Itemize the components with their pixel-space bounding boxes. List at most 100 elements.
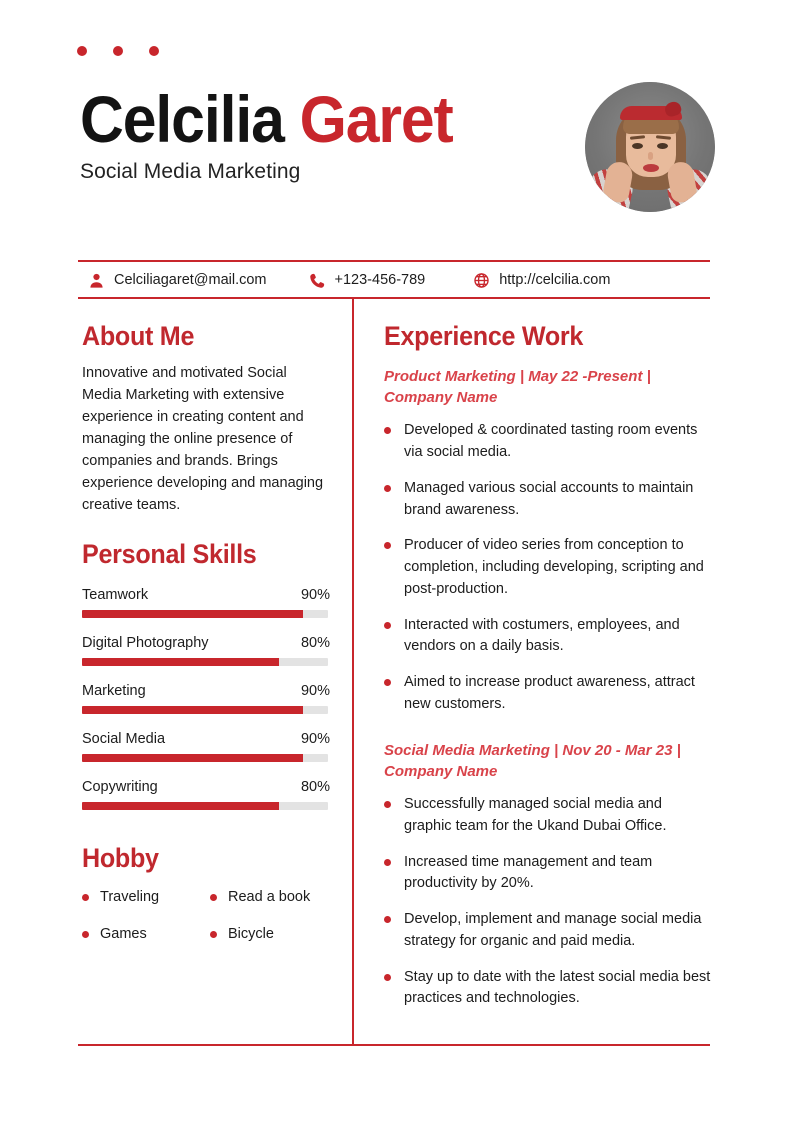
divider-footer (78, 1044, 710, 1046)
skill-percent: 80% (300, 634, 330, 651)
hobby-label: Read a book (228, 889, 311, 906)
contact-phone-text: +123-456-789 (334, 272, 426, 288)
skill-progress-fill (82, 609, 304, 618)
skill-percent: 90% (300, 586, 330, 603)
bullet-icon (210, 930, 217, 938)
photo-lips (643, 164, 659, 172)
experience-bullet-text: Increased time management and team produ… (404, 853, 653, 892)
photo-eye-left (632, 143, 643, 149)
dot-icon (77, 46, 87, 56)
bullet-icon (384, 973, 391, 981)
skill-item: Digital Photography 80% (82, 635, 330, 666)
divider-top (78, 260, 710, 262)
skill-item: Copywriting 80% (82, 779, 330, 810)
person-icon (90, 273, 103, 288)
left-column: About Me Innovative and motivated Social… (82, 321, 330, 942)
divider-vertical (352, 299, 354, 1045)
bullet-icon (384, 801, 391, 809)
about-section-title: About Me (82, 321, 195, 351)
decorative-dots (77, 46, 159, 56)
last-name: Garet (299, 82, 454, 156)
experience-bullet-text: Managed various social accounts to maint… (404, 479, 694, 518)
contact-bar: Celciliagaret@mail.com +123-456-789 http… (78, 263, 710, 297)
about-text: Innovative and motivated Social Media Ma… (82, 364, 324, 513)
experience-bullet-text: Aimed to increase product awareness, att… (404, 674, 695, 712)
experience-bullet: Increased time management and team produ… (384, 852, 712, 896)
job-title: Social Media Marketing (80, 159, 301, 183)
hobby-section-title: Hobby (82, 842, 159, 873)
contact-website[interactable]: http://celcilia.com (473, 272, 610, 289)
bullet-icon (210, 893, 217, 901)
experience-bullet: Managed various social accounts to maint… (384, 478, 712, 522)
full-name: Celcilia Garet (80, 86, 512, 152)
hobby-label: Bicycle (228, 926, 274, 943)
skill-label: Digital Photography (82, 634, 209, 651)
skill-label: Teamwork (82, 586, 149, 603)
skill-label: Social Media (82, 730, 166, 747)
hobby-label: Traveling (100, 889, 160, 906)
name-block: Celcilia Garet Social Media Marketing (80, 86, 550, 184)
skill-progress-fill (82, 657, 279, 666)
skill-progress-track (82, 705, 328, 714)
divider-bottom (78, 297, 710, 299)
experience-bullet: Developed & coordinated tasting room eve… (384, 420, 712, 464)
experience-entry: Social Media Marketing | Nov 20 - Mar 23… (384, 740, 712, 1011)
contact-phone[interactable]: +123-456-789 (309, 272, 426, 289)
skill-label: Copywriting (82, 778, 158, 795)
dot-icon (149, 46, 159, 56)
experience-bullet-text: Producer of video series from conception… (404, 537, 704, 597)
experience-bullet: Interacted with costumers, employees, an… (384, 615, 712, 659)
skills-section-title: Personal Skills (82, 538, 257, 569)
first-name: Celcilia (80, 82, 285, 156)
dot-icon (113, 46, 123, 56)
hobby-section: Hobby Traveling Read a book Games Bicycl… (82, 842, 330, 942)
hobby-item: Traveling (82, 889, 210, 905)
contact-email-text: Celciliagaret@mail.com (114, 272, 267, 288)
hobby-list: Traveling Read a book Games Bicycle (82, 889, 330, 942)
contact-email[interactable]: Celciliagaret@mail.com (88, 272, 267, 289)
skill-label: Marketing (82, 682, 146, 699)
bullet-icon (82, 930, 89, 938)
experience-bullet-text: Successfully managed social media and gr… (404, 796, 667, 834)
skill-item: Teamwork 90% (82, 587, 330, 618)
portrait-photo (585, 82, 715, 212)
skills-section: Personal Skills Teamwork 90% Digital Pho… (82, 538, 330, 810)
experience-bullet-text: Develop, implement and manage social med… (404, 911, 702, 949)
bullet-icon (384, 427, 391, 435)
hobby-item: Bicycle (210, 926, 330, 942)
experience-entry: Product Marketing | May 22 -Present | Co… (384, 366, 712, 716)
hobby-item: Read a book (210, 889, 330, 905)
avatar (585, 82, 715, 212)
globe-icon (474, 272, 489, 288)
experience-bullet: Develop, implement and manage social med… (384, 909, 712, 953)
phone-icon (309, 273, 324, 288)
photo-eye-right (657, 143, 668, 149)
experience-bullet: Producer of video series from conception… (384, 535, 712, 600)
experience-heading: Social Media Marketing | Nov 20 - Mar 23… (384, 741, 681, 780)
skill-percent: 80% (300, 778, 330, 795)
skill-progress-track (82, 609, 328, 618)
experience-bullet: Stay up to date with the latest social m… (384, 967, 712, 1011)
experience-section-title: Experience Work (384, 321, 584, 351)
bullet-icon (384, 484, 391, 492)
experience-bullet: Aimed to increase product awareness, att… (384, 672, 712, 716)
bullet-icon (384, 916, 391, 924)
skill-percent: 90% (300, 730, 330, 747)
bullet-icon (384, 679, 391, 687)
skill-progress-track (82, 753, 328, 762)
bullet-icon (82, 893, 89, 901)
skill-item: Marketing 90% (82, 683, 330, 714)
bullet-icon (384, 542, 391, 550)
experience-bullet-text: Stay up to date with the latest social m… (404, 968, 711, 1007)
experience-bullet-text: Interacted with costumers, employees, an… (404, 616, 680, 655)
contact-website-text: http://celcilia.com (499, 272, 611, 288)
experience-bullet: Successfully managed social media and gr… (384, 794, 712, 838)
hobby-label: Games (100, 926, 147, 943)
skill-progress-track (82, 657, 328, 666)
skill-item: Social Media 90% (82, 731, 330, 762)
skill-progress-fill (82, 705, 304, 714)
skill-progress-track (82, 801, 328, 810)
experience-bullet-list: Developed & coordinated tasting room eve… (384, 420, 712, 715)
skill-progress-fill (82, 801, 279, 810)
right-column: Experience Work Product Marketing | May … (384, 321, 712, 1011)
